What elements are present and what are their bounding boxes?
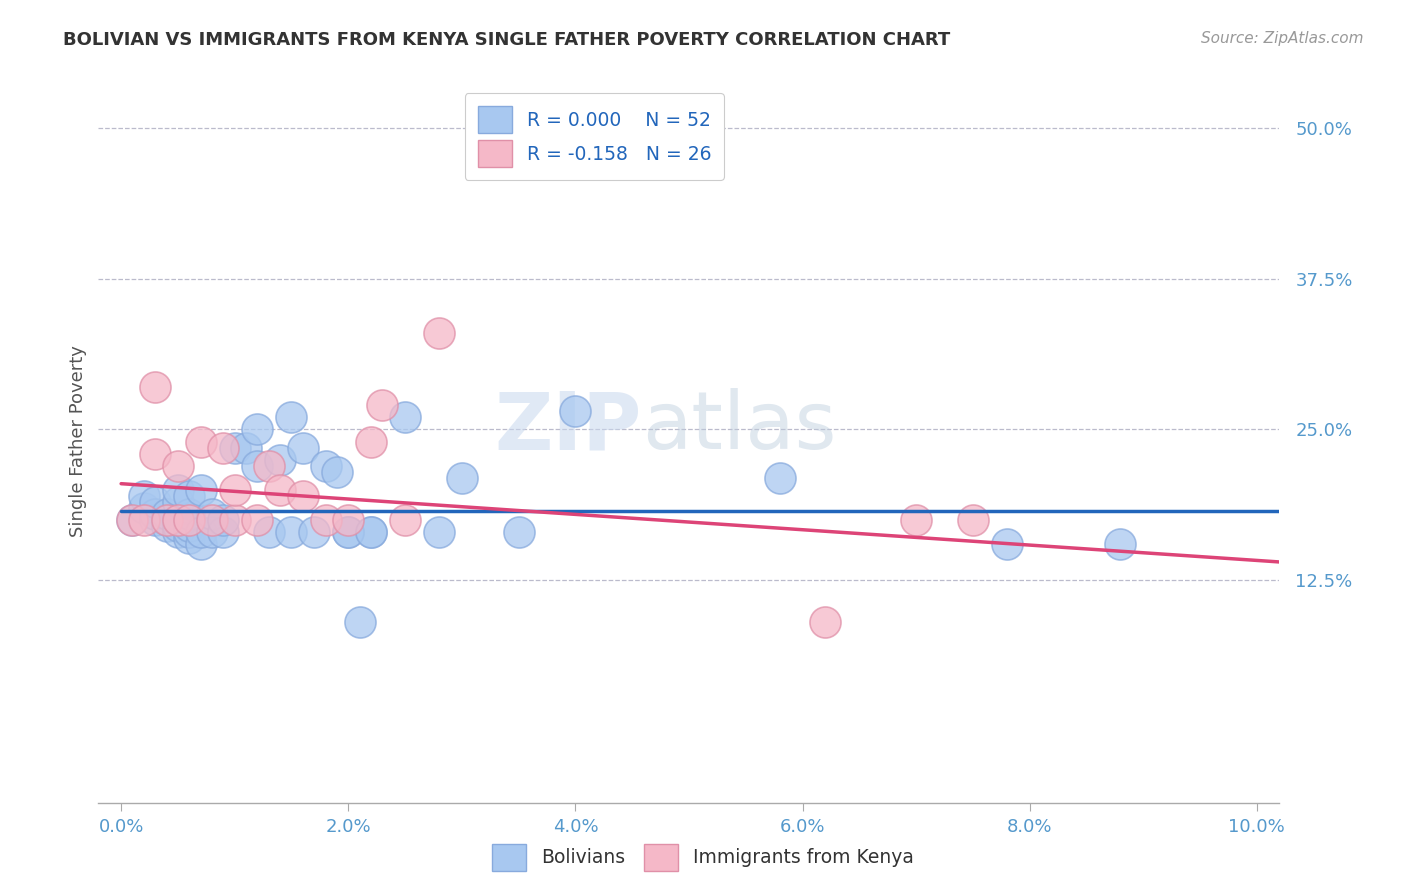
Point <box>905 513 928 527</box>
Text: atlas: atlas <box>641 388 837 467</box>
Point <box>235 441 257 455</box>
Point <box>427 524 450 539</box>
Point <box>212 441 235 455</box>
Point <box>280 524 302 539</box>
Point <box>143 446 166 460</box>
Point <box>155 513 177 527</box>
Point <box>143 380 166 394</box>
Point <box>326 465 349 479</box>
Point <box>167 518 190 533</box>
Point <box>337 513 360 527</box>
Point <box>371 398 394 412</box>
Point <box>143 507 166 521</box>
Point <box>190 483 212 497</box>
Point <box>269 452 291 467</box>
Point <box>179 524 201 539</box>
Point <box>769 471 792 485</box>
Point <box>224 441 246 455</box>
Legend: R = 0.000    N = 52, R = -0.158   N = 26: R = 0.000 N = 52, R = -0.158 N = 26 <box>465 94 724 180</box>
Point <box>280 410 302 425</box>
Point <box>143 513 166 527</box>
Point <box>132 500 155 515</box>
Point <box>962 513 984 527</box>
Point <box>179 489 201 503</box>
Y-axis label: Single Father Poverty: Single Father Poverty <box>69 345 87 538</box>
Point <box>337 524 360 539</box>
Point <box>995 537 1018 551</box>
Point <box>167 494 190 508</box>
Point <box>291 441 314 455</box>
Point <box>212 513 235 527</box>
Point <box>201 507 224 521</box>
Point <box>155 518 177 533</box>
Point <box>349 615 371 630</box>
Text: Source: ZipAtlas.com: Source: ZipAtlas.com <box>1201 31 1364 46</box>
Point <box>155 513 177 527</box>
Point <box>360 434 382 449</box>
Point <box>1109 537 1132 551</box>
Point <box>179 507 201 521</box>
Point <box>291 489 314 503</box>
Point <box>269 483 291 497</box>
Text: BOLIVIAN VS IMMIGRANTS FROM KENYA SINGLE FATHER POVERTY CORRELATION CHART: BOLIVIAN VS IMMIGRANTS FROM KENYA SINGLE… <box>63 31 950 49</box>
Point <box>167 524 190 539</box>
Point <box>179 518 201 533</box>
Point <box>132 513 155 527</box>
Point <box>190 434 212 449</box>
Point <box>246 458 269 473</box>
Point <box>315 513 337 527</box>
Legend: Bolivians, Immigrants from Kenya: Bolivians, Immigrants from Kenya <box>485 837 921 878</box>
Point <box>360 524 382 539</box>
Point <box>167 513 190 527</box>
Point <box>246 423 269 437</box>
Point <box>814 615 837 630</box>
Point <box>201 524 224 539</box>
Point <box>633 121 655 136</box>
Point <box>143 494 166 508</box>
Point <box>121 513 143 527</box>
Point <box>224 513 246 527</box>
Point <box>179 531 201 545</box>
Point <box>508 524 530 539</box>
Point <box>179 513 201 527</box>
Point <box>121 513 143 527</box>
Point <box>246 513 269 527</box>
Point <box>201 513 224 527</box>
Point <box>427 326 450 341</box>
Point <box>167 458 190 473</box>
Text: ZIP: ZIP <box>495 388 641 467</box>
Point <box>337 524 360 539</box>
Point <box>257 524 280 539</box>
Point <box>224 483 246 497</box>
Point <box>257 458 280 473</box>
Point <box>190 537 212 551</box>
Point <box>360 524 382 539</box>
Point <box>450 471 472 485</box>
Point <box>315 458 337 473</box>
Point <box>132 489 155 503</box>
Point <box>167 513 190 527</box>
Point <box>394 410 416 425</box>
Point <box>302 524 325 539</box>
Point <box>394 513 416 527</box>
Point <box>564 404 586 418</box>
Point <box>212 524 235 539</box>
Point <box>155 507 177 521</box>
Point <box>190 524 212 539</box>
Point <box>167 483 190 497</box>
